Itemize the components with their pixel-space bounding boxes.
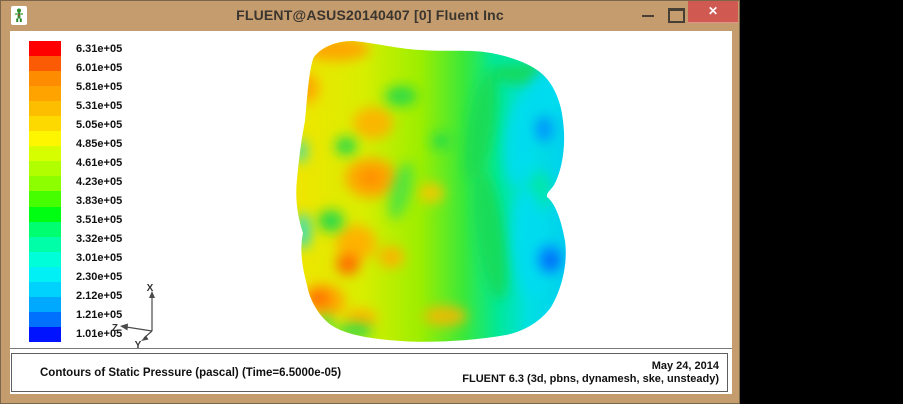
close-button[interactable]: ✕	[688, 1, 738, 23]
legend-color-band	[29, 296, 61, 312]
fluent-logo-icon	[15, 8, 23, 22]
legend-label: 4.23e+05	[76, 176, 123, 188]
axis-y-label: Y	[135, 340, 142, 351]
legend-label: 3.32e+05	[76, 233, 123, 245]
legend-label: 2.12e+05	[76, 290, 123, 302]
fluent-window: FLUENT@ASUS20140407 [0] Fluent Inc ✕	[0, 0, 740, 404]
legend-color-band	[29, 131, 61, 147]
legend-color-band	[29, 221, 61, 237]
window-title: FLUENT@ASUS20140407 [0] Fluent Inc	[236, 7, 504, 23]
close-icon: ✕	[707, 4, 719, 18]
client-area: 6.31e+05 6.01e+05 5.81e+05 5.31e+05 5.05e+05…	[10, 31, 732, 394]
legend-color-band	[29, 116, 61, 132]
legend-color-band	[29, 311, 61, 327]
maximize-button[interactable]	[663, 5, 687, 25]
legend-color-band	[29, 206, 61, 222]
legend-colorbar	[29, 41, 61, 342]
pressure-surface	[296, 41, 566, 342]
legend-label: 1.01e+05	[76, 328, 123, 340]
legend-color-band	[29, 191, 61, 207]
axis-z-label: Z	[112, 323, 118, 334]
plot-date: May 24, 2014	[651, 359, 719, 372]
legend-color-band	[29, 161, 61, 177]
plot-title: Contours of Static Pressure (pascal) (Ti…	[40, 366, 342, 379]
legend-color-band	[29, 251, 61, 267]
minimize-icon	[642, 15, 654, 17]
caption-box: Contours of Static Pressure (pascal) (Ti…	[11, 353, 728, 392]
minimize-button[interactable]	[637, 5, 659, 25]
legend-color-band	[29, 41, 61, 57]
legend-color-band	[29, 86, 61, 102]
titlebar[interactable]: FLUENT@ASUS20140407 [0] Fluent Inc ✕	[1, 1, 739, 31]
legend-color-band	[29, 281, 61, 297]
legend-label: 4.61e+05	[76, 157, 123, 169]
legend-label: 2.30e+05	[76, 271, 123, 283]
legend-label: 6.01e+05	[76, 62, 123, 74]
legend-color-band	[29, 146, 61, 162]
legend-label: 3.51e+05	[76, 214, 123, 226]
legend-color-band	[29, 56, 61, 72]
legend-color-band	[29, 236, 61, 252]
legend-label: 5.31e+05	[76, 100, 123, 112]
legend-color-band	[29, 101, 61, 117]
legend-color-band	[29, 266, 61, 282]
contour-plot	[296, 41, 566, 342]
legend-color-band	[29, 71, 61, 87]
fluent-app-icon[interactable]	[11, 6, 27, 25]
legend-label: 6.31e+05	[76, 43, 123, 55]
legend-color-band	[29, 176, 61, 192]
axis-triad: X Z Y	[112, 283, 155, 351]
legend-label: 1.21e+05	[76, 309, 123, 321]
legend-label: 5.81e+05	[76, 81, 123, 93]
legend-label: 3.83e+05	[76, 195, 123, 207]
solver-info: FLUENT 6.3 (3d, pbns, dynamesh, ske, uns…	[462, 372, 719, 385]
legend-label: 4.85e+05	[76, 138, 123, 150]
maximize-icon	[668, 8, 685, 23]
legend-labels: 6.31e+05 6.01e+05 5.81e+05 5.31e+05 5.05e+05…	[76, 43, 122, 340]
legend-label: 5.05e+05	[76, 119, 123, 131]
legend-label: 3.01e+05	[76, 252, 123, 264]
axis-x-label: X	[147, 283, 154, 294]
legend-color-band	[29, 326, 61, 342]
graphics-viewport[interactable]: 6.31e+05 6.01e+05 5.81e+05 5.31e+05 5.05e+05…	[10, 31, 732, 351]
